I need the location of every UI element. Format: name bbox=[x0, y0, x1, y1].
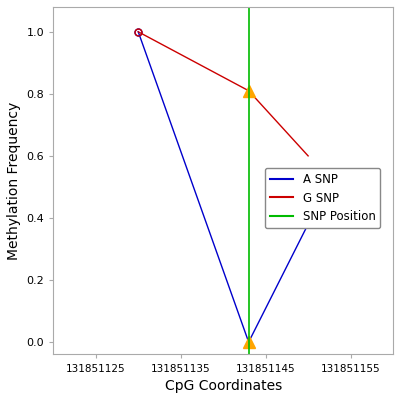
Legend: A SNP, G SNP, SNP Position: A SNP, G SNP, SNP Position bbox=[265, 168, 380, 228]
X-axis label: CpG Coordinates: CpG Coordinates bbox=[164, 379, 282, 393]
Y-axis label: Methylation Frequency: Methylation Frequency bbox=[7, 102, 21, 260]
